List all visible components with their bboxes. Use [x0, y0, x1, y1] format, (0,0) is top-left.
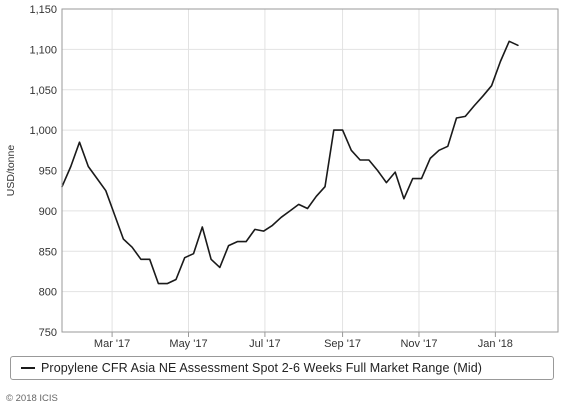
x-tick-label: May '17: [169, 338, 207, 350]
series-line: [61, 40, 519, 285]
legend-label: Propylene CFR Asia NE Assessment Spot 2-…: [41, 361, 483, 375]
y-tick-label: 750: [39, 327, 57, 339]
y-tick-label: 1,050: [29, 85, 57, 97]
x-tick-label: Sep '17: [324, 338, 361, 350]
y-axis-label: USD/tonne: [5, 145, 17, 197]
y-axis-ticks: 750 800 850 900 950 1,000 1,050 1,100 1,150: [29, 4, 57, 339]
x-tick-label: Jan '18: [478, 338, 513, 350]
y-tick-label: 900: [39, 206, 57, 218]
y-tick-label: 800: [39, 287, 57, 299]
legend: Propylene CFR Asia NE Assessment Spot 2-…: [10, 356, 554, 380]
grid-lines: [62, 8, 558, 333]
x-tick-label: Mar '17: [94, 338, 130, 350]
y-tick-label: 1,150: [29, 4, 57, 16]
y-tick-label: 850: [39, 246, 57, 258]
x-tick-label: Nov '17: [400, 338, 437, 350]
legend-swatch: [21, 367, 35, 369]
line-chart: 750 800 850 900 950 1,000 1,050 1,100 1,150 Mar …: [5, 4, 559, 350]
plot-frame: [61, 8, 559, 333]
x-axis-ticks: Mar '17 May '17 Jul '17 Sep '17 Nov '17 Jan '…: [94, 332, 513, 350]
series-layer: [61, 40, 519, 285]
y-tick-label: 1,100: [29, 44, 57, 56]
y-tick-label: 1,000: [29, 125, 57, 137]
x-tick-label: Jul '17: [249, 338, 280, 350]
y-tick-label: 950: [39, 166, 57, 178]
copyright-notice: © 2018 ICIS: [6, 393, 58, 404]
